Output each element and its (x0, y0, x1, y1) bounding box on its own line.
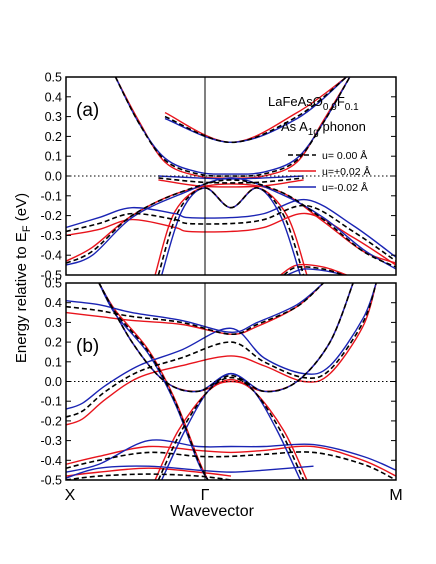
panel-a-band-line (157, 187, 305, 275)
panel-b-bands (66, 283, 396, 480)
legend-label-u-002: u=-0.02 Å (322, 181, 368, 194)
panel-a-band-line (158, 177, 304, 184)
panel-b-band-line (154, 380, 308, 480)
panel-a-ytick-label: -0.1 (40, 189, 62, 203)
panel-b-band-line (161, 372, 301, 480)
panel-b-ytick-label: 0.1 (45, 355, 62, 369)
legend: u= 0.00 Å u=+0.02 Å u=-0.02 Å (288, 149, 370, 194)
x-tick-label-x: X (65, 487, 76, 504)
panel-a-ytick-label: -0.2 (40, 209, 62, 223)
panel-b-band-line (66, 467, 232, 477)
y-axis-label-main: Energy relative to E (13, 232, 30, 363)
phonon-label-main: As A (281, 119, 308, 134)
panel-a-label: (a) (76, 100, 99, 121)
panel-b-band-line (66, 283, 324, 335)
panel-a-band-line (164, 77, 347, 144)
compound-label-sub2: 0.1 (345, 102, 359, 113)
panel-a-ytick-label: 0.0 (45, 170, 62, 184)
panel-a-band-line (66, 204, 396, 262)
compound-label-mid: F (337, 94, 345, 109)
panel-a-band-line (66, 198, 396, 258)
panel-a-frame (65, 76, 397, 276)
panel-a-ytick-label: -0.3 (40, 229, 62, 243)
panel-a-ytick-label: 0.1 (45, 150, 62, 164)
panel-b-ytick-label: -0.1 (40, 395, 62, 409)
compound-label-sub1: 0.9 (323, 102, 337, 113)
panel-a-band-line (283, 265, 344, 275)
phonon-label-sub: 1g (308, 127, 319, 138)
compound-label: LaFeAsO0.9F0.1 (268, 94, 359, 113)
panel-a-band-line (114, 77, 351, 177)
panel-b-band-line (66, 445, 396, 477)
y-axis-label: Energy relative to EF (eV) (13, 193, 33, 363)
panel-a-bands (66, 77, 396, 275)
panel-b: -0.5 -0.4 -0.3 -0.2 -0.1 0.0 0.1 0.2 0.3 0.4 0.5 (… (40, 277, 397, 488)
panel-a-band-line (66, 179, 396, 268)
panel-b-ytick-label: 0.4 (45, 296, 62, 310)
panel-a-ytick-label: -0.5 (40, 269, 62, 283)
panel-a-ytick-label: 0.5 (45, 71, 62, 85)
panel-a-ytick-label: 0.3 (45, 110, 62, 124)
x-tick-label-m: M (389, 487, 402, 504)
panel-b-ytick-label: 0.0 (45, 375, 62, 389)
panel-b-ytick-label: 0.2 (45, 336, 62, 350)
panel-b-band-line (98, 283, 354, 393)
panel-a-band-line (66, 177, 396, 270)
legend-label-u+002: u=+0.02 Å (322, 165, 370, 178)
phonon-label: As A1g phonon (281, 119, 366, 138)
panel-b-band-line (66, 283, 324, 333)
panel-b-frame (65, 282, 397, 481)
panel-b-ytick-label: -0.3 (40, 434, 62, 448)
panel-b-band-line (157, 376, 305, 480)
panel-a-band-line (286, 268, 344, 275)
panel-b-ytick-label: -0.2 (40, 414, 62, 428)
panel-a-band-line (280, 263, 347, 275)
panel-a-yticks: -0.5 -0.4 -0.3 -0.2 -0.1 0.0 0.1 0.2 0.3 0.4 0.5 (40, 71, 396, 283)
panel-a: -0.5 -0.4 -0.3 -0.2 -0.1 0.0 0.1 0.2 0.3 0.4 0.5 (… (40, 71, 397, 283)
legend-label-u000: u= 0.00 Å (322, 149, 367, 162)
panel-b-band-line (98, 283, 209, 480)
panel-b-band-line (66, 465, 314, 479)
panel-b-band-line (66, 283, 324, 336)
panel-a-ytick-label: 0.2 (45, 130, 62, 144)
panel-b-band-line (66, 283, 377, 410)
y-axis-label-unit: (eV) (13, 193, 30, 226)
panel-a-ytick-label: 0.4 (45, 90, 62, 104)
panel-a-band-line (158, 179, 304, 188)
compound-label-main: LaFeAsO (268, 94, 323, 109)
panel-b-band-line (66, 473, 232, 480)
panel-b-ytick-label: 0.5 (45, 277, 62, 291)
panel-b-band-line (66, 283, 377, 426)
panel-b-label: (b) (76, 336, 99, 357)
panel-a-ytick-label: -0.4 (40, 249, 62, 263)
panel-b-ytick-label: 0.3 (45, 316, 62, 330)
y-axis-label-subscript: F (21, 225, 33, 232)
x-tick-label-gamma: Γ (201, 487, 210, 504)
panel-a-band-line (158, 175, 304, 180)
panel-b-ytick-label: -0.5 (40, 474, 62, 488)
x-axis-label: Wavevector (170, 503, 255, 520)
panel-b-band-line (66, 283, 377, 418)
phonon-label-tail: phonon (319, 119, 366, 134)
panel-b-ytick-label: -0.4 (40, 454, 62, 468)
panel-b-band-line (66, 439, 396, 473)
panel-a-band-line (114, 77, 351, 175)
